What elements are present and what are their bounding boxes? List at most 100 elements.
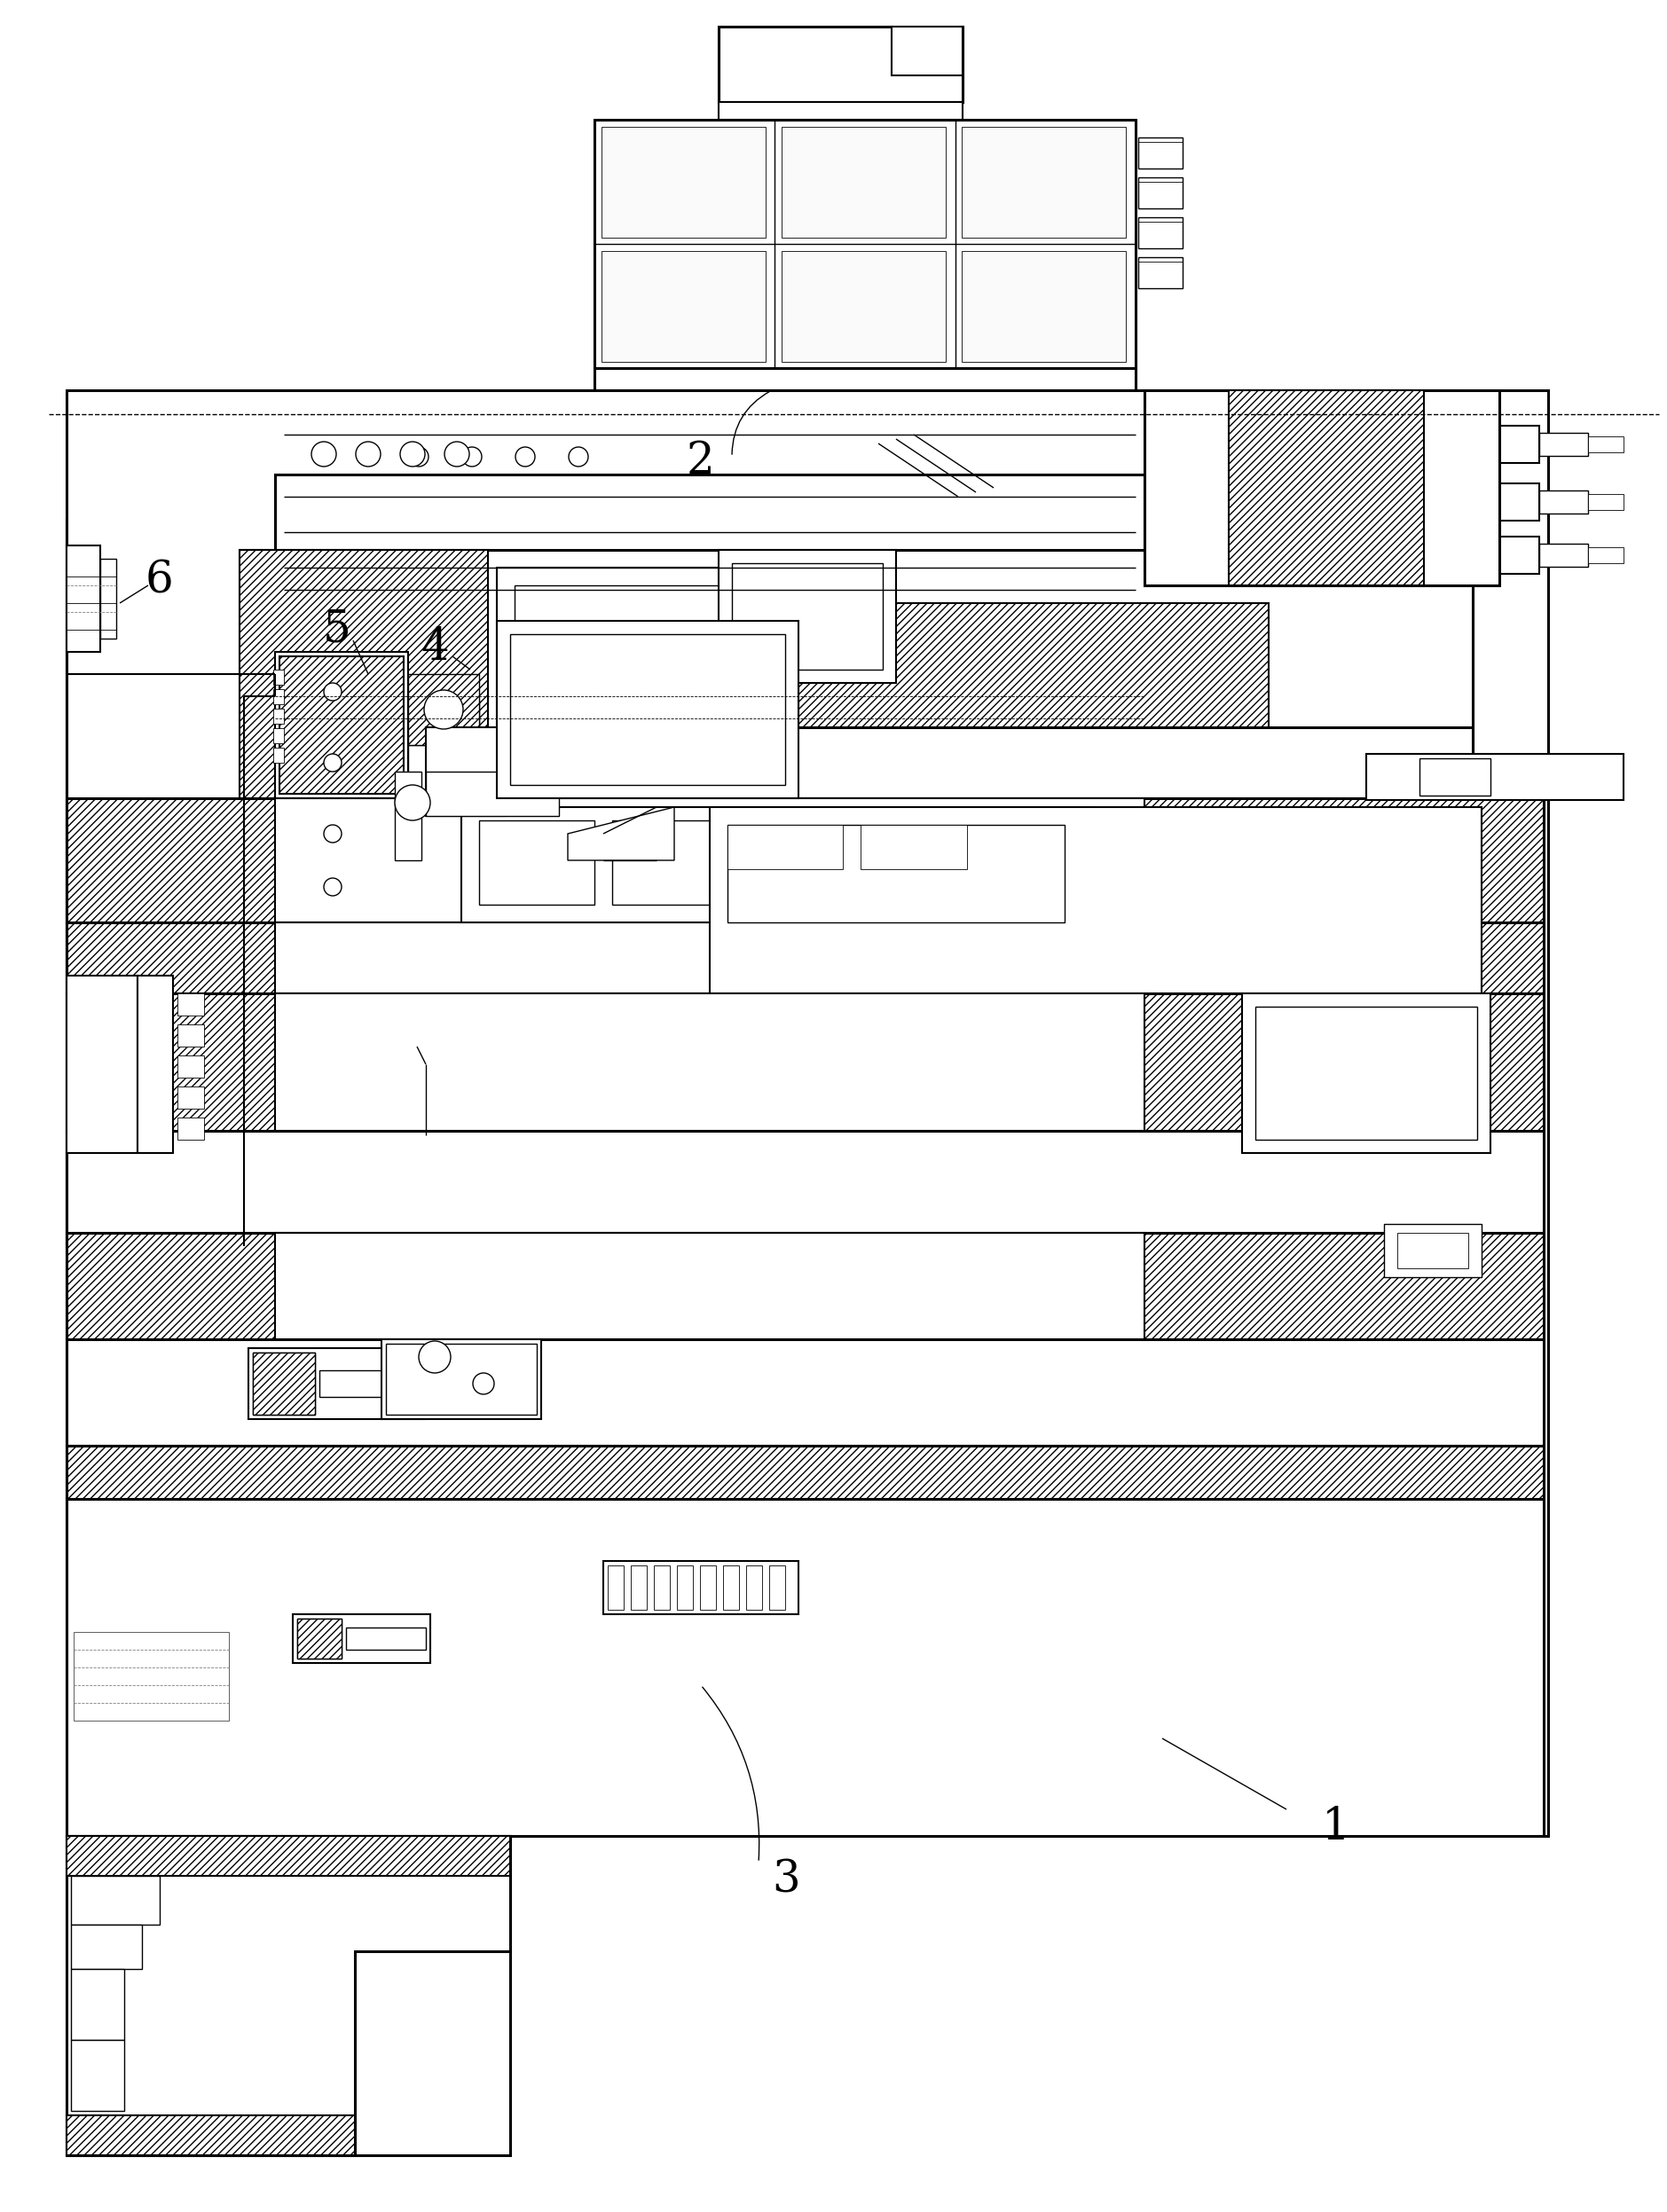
Bar: [240, 389, 1455, 434]
Bar: [782, 126, 945, 237]
Bar: [273, 748, 283, 763]
Circle shape: [515, 447, 535, 467]
Bar: [782, 250, 945, 363]
Bar: [1589, 436, 1624, 451]
Circle shape: [323, 878, 342, 896]
Bar: [408, 745, 478, 799]
Bar: [1397, 1232, 1469, 1267]
Circle shape: [323, 754, 342, 772]
Bar: [283, 389, 1135, 591]
Bar: [177, 1055, 203, 1077]
Bar: [273, 708, 283, 723]
Bar: [387, 1343, 537, 1416]
Polygon shape: [67, 1836, 510, 2154]
Bar: [723, 1566, 738, 1610]
Bar: [177, 1117, 203, 1139]
Bar: [860, 825, 967, 869]
Bar: [177, 993, 203, 1015]
Bar: [1139, 217, 1182, 248]
Bar: [275, 799, 1145, 922]
Bar: [297, 1619, 342, 1659]
Bar: [293, 1615, 430, 1663]
Bar: [1384, 1223, 1482, 1276]
Bar: [67, 799, 1544, 922]
Bar: [67, 1130, 1544, 1232]
Bar: [98, 1082, 142, 1102]
Bar: [1459, 425, 1539, 462]
Bar: [1459, 538, 1539, 573]
Circle shape: [400, 442, 425, 467]
Bar: [595, 119, 1135, 367]
Bar: [718, 27, 962, 102]
Bar: [253, 1352, 315, 1416]
Text: 5: 5: [323, 608, 352, 653]
Bar: [603, 442, 780, 467]
Bar: [67, 1447, 1544, 1500]
Bar: [275, 922, 1145, 993]
Bar: [727, 825, 1065, 922]
Bar: [1367, 754, 1624, 801]
Bar: [602, 250, 765, 363]
Bar: [347, 1628, 425, 1650]
Bar: [240, 551, 488, 949]
Bar: [1589, 493, 1624, 511]
Bar: [297, 1619, 342, 1659]
Bar: [962, 250, 1125, 363]
Circle shape: [462, 447, 482, 467]
Bar: [892, 27, 962, 75]
Bar: [240, 551, 1472, 949]
Bar: [67, 389, 1549, 1836]
Bar: [727, 825, 844, 869]
Bar: [425, 728, 505, 816]
Circle shape: [312, 442, 337, 467]
Bar: [425, 772, 558, 816]
Bar: [275, 476, 1145, 555]
Bar: [602, 126, 765, 237]
Bar: [1589, 546, 1624, 564]
Bar: [73, 1632, 228, 1721]
Circle shape: [445, 442, 470, 467]
Bar: [320, 1369, 417, 1398]
Bar: [253, 1352, 315, 1416]
Circle shape: [323, 684, 342, 701]
Bar: [398, 442, 438, 471]
Bar: [67, 993, 1544, 1130]
Bar: [273, 728, 283, 743]
Bar: [510, 635, 785, 785]
Bar: [612, 821, 727, 905]
Bar: [395, 772, 422, 860]
Bar: [747, 1566, 762, 1610]
Bar: [72, 1924, 142, 1969]
Circle shape: [473, 1374, 493, 1394]
Bar: [353, 445, 382, 462]
Bar: [710, 807, 1482, 1055]
Bar: [67, 1836, 510, 2154]
Circle shape: [408, 447, 428, 467]
Bar: [273, 690, 283, 703]
Bar: [382, 1338, 542, 1420]
Bar: [1180, 434, 1455, 591]
Bar: [67, 2115, 355, 2154]
Bar: [630, 1566, 647, 1610]
FancyArrowPatch shape: [702, 1688, 758, 1860]
Bar: [137, 975, 173, 1152]
Bar: [497, 568, 798, 745]
Bar: [100, 560, 117, 639]
Bar: [275, 653, 408, 799]
Bar: [67, 975, 137, 1152]
Bar: [177, 1024, 203, 1046]
Bar: [798, 604, 1269, 949]
Bar: [515, 586, 780, 728]
Bar: [275, 728, 1472, 799]
Bar: [1539, 491, 1589, 513]
Bar: [67, 1232, 1544, 1338]
Text: 1: 1: [1322, 1805, 1350, 1849]
Circle shape: [355, 442, 380, 467]
Bar: [603, 1562, 798, 1615]
Bar: [72, 1969, 125, 2039]
Bar: [595, 367, 1135, 394]
Text: 2: 2: [687, 440, 715, 482]
Bar: [240, 434, 1455, 476]
Bar: [1255, 1006, 1477, 1139]
Bar: [1229, 389, 1424, 586]
